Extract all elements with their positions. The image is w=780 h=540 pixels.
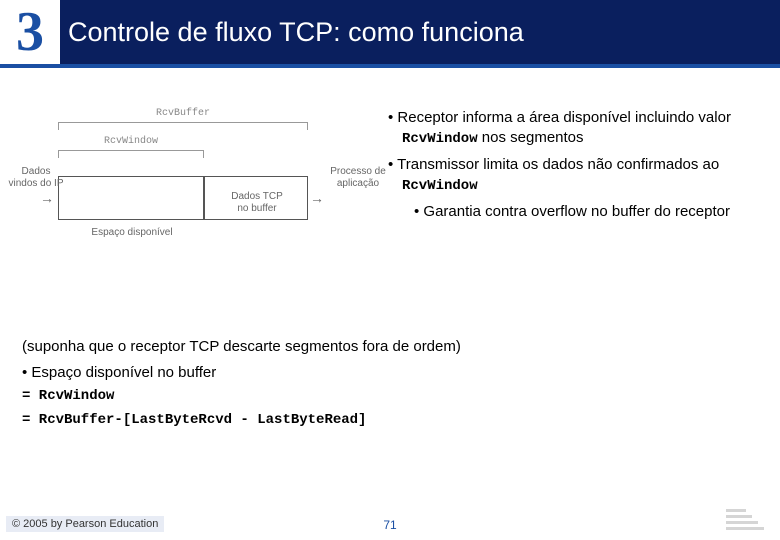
- buffer-diagram: RcvBuffer RcvWindow Espaço disponível Da…: [18, 108, 378, 308]
- bullet-2: • Transmissor limita os dados não confir…: [388, 155, 762, 196]
- dados-tcp-box: Dados TCP no buffer: [204, 176, 308, 220]
- rcv-window-label: RcvWindow: [58, 136, 204, 147]
- arrow-in-icon: →: [40, 190, 54, 206]
- dados-ip-label: Dadosvindos do IP: [6, 166, 66, 190]
- slide-title: Controle de fluxo TCP: como funciona: [60, 0, 780, 64]
- espaco-disponivel-box: Espaço disponível: [58, 176, 204, 220]
- lower-text: (suponha que o receptor TCP descarte seg…: [0, 318, 780, 433]
- chapter-number: 3: [0, 0, 60, 64]
- slide-header: 3 Controle de fluxo TCP: como funciona: [0, 0, 780, 68]
- copyright-text: © 2005 by Pearson Education: [6, 516, 164, 532]
- page-number: 71: [383, 518, 396, 532]
- slide-footer: © 2005 by Pearson Education 71: [0, 512, 780, 534]
- bullet-list: • Receptor informa a área disponível inc…: [388, 108, 762, 308]
- suppose-text: (suponha que o receptor TCP descarte seg…: [22, 334, 758, 360]
- equation-1: = RcvWindow: [22, 385, 758, 409]
- rcv-buffer-label: RcvBuffer: [58, 108, 308, 119]
- book-logo-icon: [726, 500, 770, 530]
- bullet-1: • Receptor informa a área disponível inc…: [388, 108, 762, 149]
- bullet-3: • Garantia contra overflow no buffer do …: [414, 202, 762, 222]
- espaco-line: • Espaço disponível no buffer: [22, 360, 758, 386]
- processo-aplicacao-label: Processo deaplicação: [318, 166, 398, 190]
- arrow-out-icon: →: [310, 190, 324, 206]
- equation-2: = RcvBuffer-[LastByteRcvd - LastByteRead…: [22, 409, 758, 433]
- content-area: RcvBuffer RcvWindow Espaço disponível Da…: [0, 68, 780, 318]
